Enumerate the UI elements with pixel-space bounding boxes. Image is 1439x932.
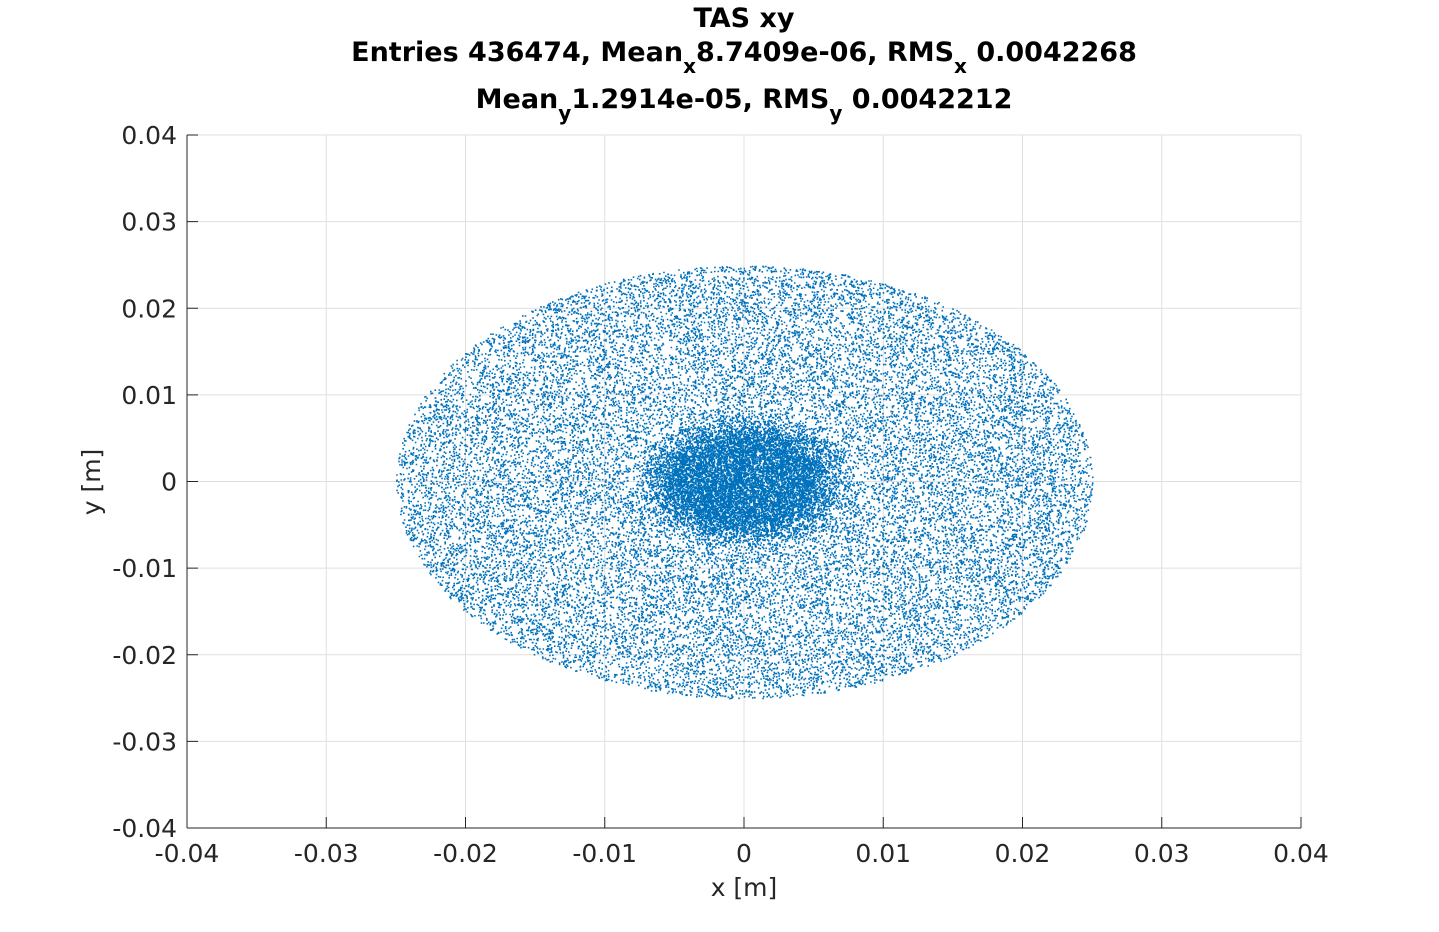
x-tick-label: 0.01 <box>855 839 911 868</box>
x-tick-label: 0.02 <box>995 839 1051 868</box>
x-tick-labels: -0.04 -0.03 -0.02 -0.01 0 0.01 0.02 0.03 0.04 <box>155 839 1329 868</box>
y-tick-label: -0.01 <box>112 554 177 583</box>
entries-mean-label: Entries 436474, Mean <box>351 37 683 68</box>
y-tick-label: 0.04 <box>121 121 177 150</box>
y-axis-label: y [m] <box>77 449 106 516</box>
y-tick-label: -0.03 <box>112 727 177 756</box>
rms-y-subscript: y <box>829 101 842 125</box>
y-tick-label: 0.03 <box>121 208 177 237</box>
rms-y-value: 0.0042212 <box>842 84 1012 115</box>
y-tick-label: -0.02 <box>112 641 177 670</box>
y-tick-label: 0 <box>161 468 177 497</box>
y-tick-label: 0.01 <box>121 381 177 410</box>
x-tick-label: 0.04 <box>1273 839 1329 868</box>
rms-x-subscript: x <box>954 54 967 78</box>
x-tick-label: 0 <box>736 839 752 868</box>
x-tick-label: -0.01 <box>572 839 637 868</box>
chart-title: TAS xy <box>693 3 794 34</box>
scatter-points <box>396 265 1094 700</box>
rms-x-value: 0.0042268 <box>967 37 1137 68</box>
x-axis-label: x [m] <box>711 873 778 902</box>
mean-x-value: 8.7409e-06, RMS <box>696 37 954 68</box>
y-tick-labels: -0.04 -0.03 -0.02 -0.01 0 0.01 0.02 0.03 0.04 <box>112 121 177 843</box>
scatter-series <box>396 265 1094 700</box>
y-tick-label: -0.04 <box>112 814 177 843</box>
x-tick-label: -0.03 <box>294 839 359 868</box>
chart-stats-line-1: Entries 436474, Meanx8.7409e-06, RMSx 0.… <box>351 37 1137 78</box>
y-tick-label: 0.02 <box>121 294 177 323</box>
x-tick-label: 0.03 <box>1134 839 1190 868</box>
mean-x-subscript: x <box>683 54 696 78</box>
mean-y-label: Mean <box>476 84 559 115</box>
x-tick-label: -0.02 <box>433 839 498 868</box>
chart-stats-line-2: Meany1.2914e-05, RMSy 0.0042212 <box>476 84 1013 125</box>
x-tick-label: -0.04 <box>155 839 220 868</box>
axes <box>186 134 1302 829</box>
mean-y-subscript: y <box>558 101 571 125</box>
mean-y-value: 1.2914e-05, RMS <box>571 84 829 115</box>
